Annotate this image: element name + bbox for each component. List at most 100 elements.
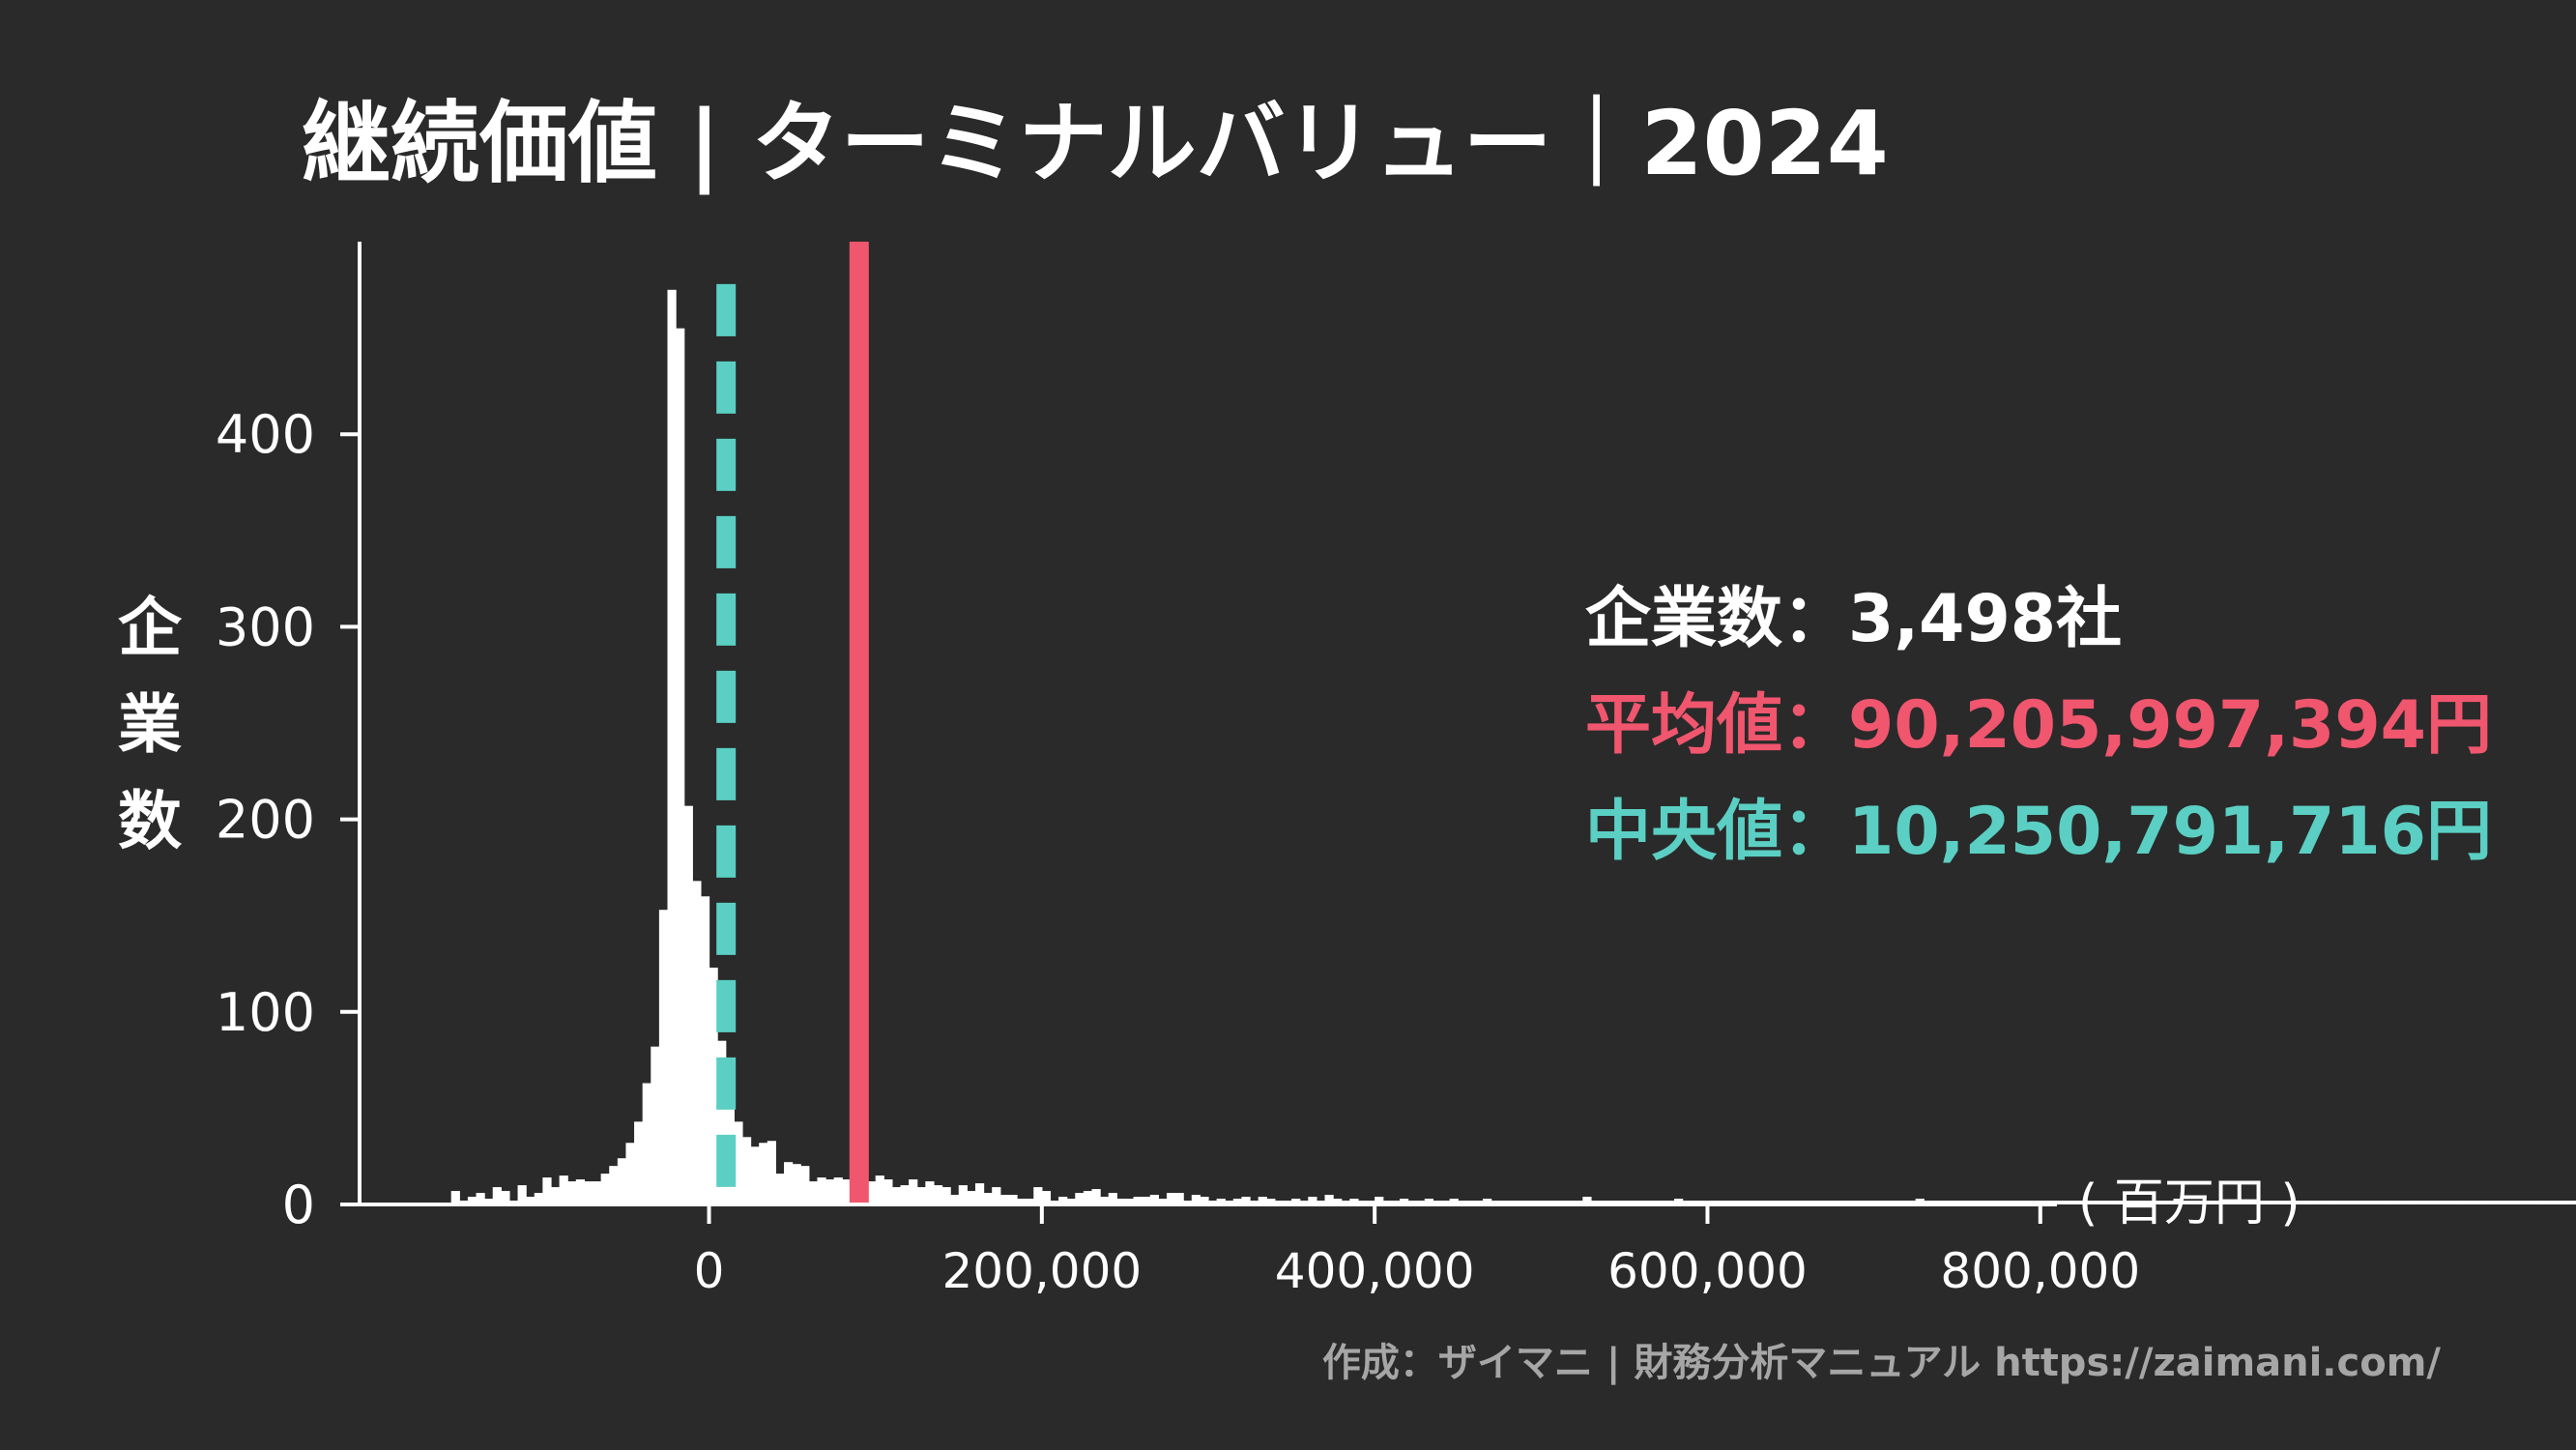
histogram-bar — [476, 1193, 485, 1204]
histogram-bar — [2057, 1201, 2067, 1204]
histogram-bar — [734, 1121, 743, 1204]
histogram-bar — [1108, 1193, 1117, 1204]
histogram-bar — [2281, 1201, 2291, 1204]
stat-median-label: 中央値 — [1585, 794, 1782, 870]
histogram-bar — [750, 1146, 760, 1204]
histogram-bar — [2389, 1201, 2399, 1204]
histogram-bar — [2115, 1201, 2125, 1204]
y-tick-label: 0 — [282, 1174, 315, 1235]
histogram-bar — [2415, 1201, 2424, 1204]
histogram-bar — [2381, 1201, 2390, 1204]
histogram-bar — [1324, 1195, 1334, 1204]
histogram-bar — [2189, 1201, 2199, 1204]
histogram-bar — [2306, 1201, 2316, 1204]
histogram-bar — [775, 1174, 785, 1204]
histogram-bar — [1216, 1199, 1226, 1204]
histogram-bar — [767, 1141, 776, 1204]
histogram-bar — [1058, 1197, 1068, 1204]
histogram-bar — [967, 1191, 976, 1204]
histogram-bar — [450, 1191, 460, 1204]
histogram-bar — [2339, 1201, 2349, 1204]
histogram-bar — [933, 1185, 943, 1204]
histogram-bar — [2206, 1201, 2216, 1204]
histogram-bar — [2514, 1201, 2524, 1204]
histogram-bar — [617, 1158, 627, 1204]
histogram-bar — [2081, 1201, 2092, 1204]
histogram-bar — [2498, 1201, 2507, 1204]
stat-count: 企業数：3,498社 — [1585, 581, 2122, 657]
x-tick-label: 800,000 — [1940, 1243, 2140, 1299]
histogram-bar — [2231, 1201, 2241, 1204]
y-ticks: 0 100 200 300 400 — [216, 404, 360, 1235]
histogram-bar — [992, 1187, 1001, 1204]
y-axis-label-char: 企 — [118, 591, 183, 665]
x-tick-label: 600,000 — [1607, 1243, 1808, 1299]
histogram-bar — [584, 1181, 593, 1204]
histogram-bar — [1066, 1199, 1076, 1204]
histogram-bar — [2505, 1201, 2516, 1204]
histogram-bar — [1349, 1199, 1359, 1204]
histogram-bar — [2539, 1201, 2549, 1204]
histogram-bar — [2265, 1201, 2274, 1204]
histogram-bar — [900, 1185, 910, 1204]
histogram-bar — [1582, 1197, 1592, 1204]
histogram-bar — [1149, 1195, 1159, 1204]
histogram-bar — [2431, 1201, 2441, 1204]
histogram-bar — [2348, 1201, 2358, 1204]
histogram-bar — [916, 1187, 926, 1204]
histogram-bar — [2481, 1201, 2491, 1204]
histogram-bar — [1008, 1195, 1018, 1204]
histogram-bar — [609, 1166, 619, 1204]
histogram-bar — [792, 1164, 801, 1204]
histogram-bar — [2531, 1201, 2540, 1204]
histogram-bar — [717, 1040, 727, 1204]
histogram-bar — [759, 1143, 768, 1204]
histogram-bar — [550, 1187, 561, 1204]
histogram-bar — [1258, 1197, 1267, 1204]
histogram-bar — [642, 1083, 651, 1204]
histogram-bar — [2240, 1201, 2249, 1204]
histogram-bar — [2356, 1201, 2366, 1204]
histogram-bar — [1017, 1199, 1027, 1204]
histogram-bar — [1291, 1199, 1301, 1204]
histogram-bar — [2556, 1201, 2565, 1204]
histogram-bar — [941, 1187, 951, 1204]
histogram-bar — [2214, 1201, 2224, 1204]
histogram-bar — [974, 1183, 985, 1204]
histogram-bar — [2447, 1201, 2457, 1204]
histogram-bar — [2148, 1201, 2157, 1204]
histogram-bar — [2290, 1201, 2300, 1204]
histogram-bar — [2073, 1201, 2083, 1204]
histogram-bar — [2331, 1201, 2341, 1204]
histogram-bar — [1915, 1199, 1925, 1204]
histogram-bar — [517, 1185, 527, 1204]
histogram-bar — [2397, 1201, 2408, 1204]
histogram-bar — [651, 1046, 660, 1204]
histogram-bar — [867, 1181, 877, 1204]
stat-mean: 平均値：90,205,997,394円 — [1585, 687, 2492, 764]
histogram-bar — [2156, 1201, 2166, 1204]
histogram-bar — [1674, 1199, 1684, 1204]
histogram-bar — [1449, 1199, 1459, 1204]
histogram-bar — [2489, 1201, 2499, 1204]
histogram-bar — [1091, 1189, 1101, 1204]
histogram-bar — [983, 1193, 993, 1204]
histogram-bar — [2464, 1201, 2474, 1204]
histogram-bar — [891, 1187, 902, 1204]
y-axis-label: 企業数 — [118, 591, 183, 858]
stat-count-value: 3,498社 — [1848, 581, 2122, 657]
histogram-bar — [534, 1193, 543, 1204]
histogram-bar — [1375, 1197, 1384, 1204]
y-axis-label-char: 業 — [118, 687, 182, 762]
histogram-bar — [1142, 1197, 1151, 1204]
histogram-bar — [883, 1179, 893, 1204]
histogram-bar — [501, 1191, 510, 1204]
histogram-bar — [526, 1197, 535, 1204]
histogram-bar — [1116, 1199, 1126, 1204]
histogram-bar — [600, 1174, 610, 1204]
stat-median-value: 10,250,791,716円 — [1848, 794, 2492, 870]
histogram-bar — [484, 1199, 494, 1204]
histogram-bar — [467, 1197, 478, 1204]
